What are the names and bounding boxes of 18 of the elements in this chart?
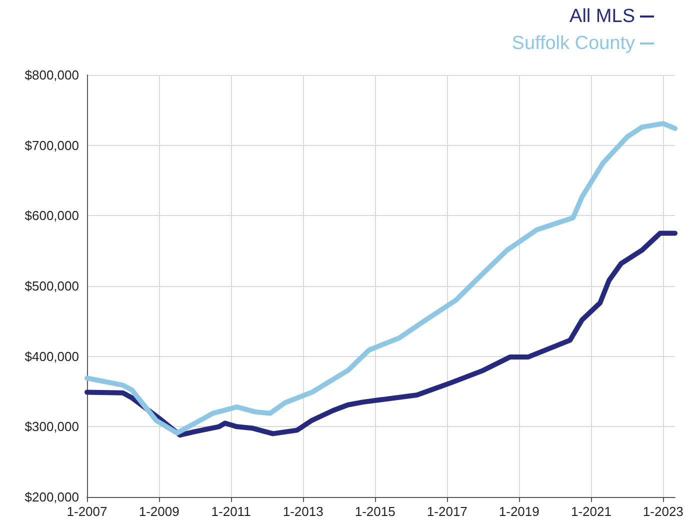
y-tick-label: $500,000 bbox=[24, 278, 79, 294]
legend-label: All MLS bbox=[570, 6, 635, 27]
y-tick-label: $400,000 bbox=[24, 348, 79, 364]
x-tick-label: 1-2021 bbox=[570, 504, 612, 519]
legend-label: Suffolk County bbox=[512, 33, 636, 54]
x-tick-label: 1-2023 bbox=[642, 504, 684, 519]
y-tick-label: $200,000 bbox=[24, 490, 79, 504]
y-tick-label: $600,000 bbox=[24, 208, 79, 224]
x-tick-label: 1-2015 bbox=[354, 504, 396, 519]
y-tick-label: $300,000 bbox=[24, 419, 79, 434]
x-tick-label: 1-2011 bbox=[211, 504, 251, 519]
y-tick-label: $800,000 bbox=[24, 68, 79, 82]
x-tick-label: 1-2017 bbox=[426, 504, 468, 519]
y-tick-label: $700,000 bbox=[24, 138, 79, 153]
x-tick-label: 1-2009 bbox=[138, 504, 180, 519]
x-tick-label: 1-2019 bbox=[498, 504, 540, 519]
x-tick-label: 1-2007 bbox=[66, 504, 108, 519]
x-tick-label: 1-2013 bbox=[282, 504, 324, 519]
